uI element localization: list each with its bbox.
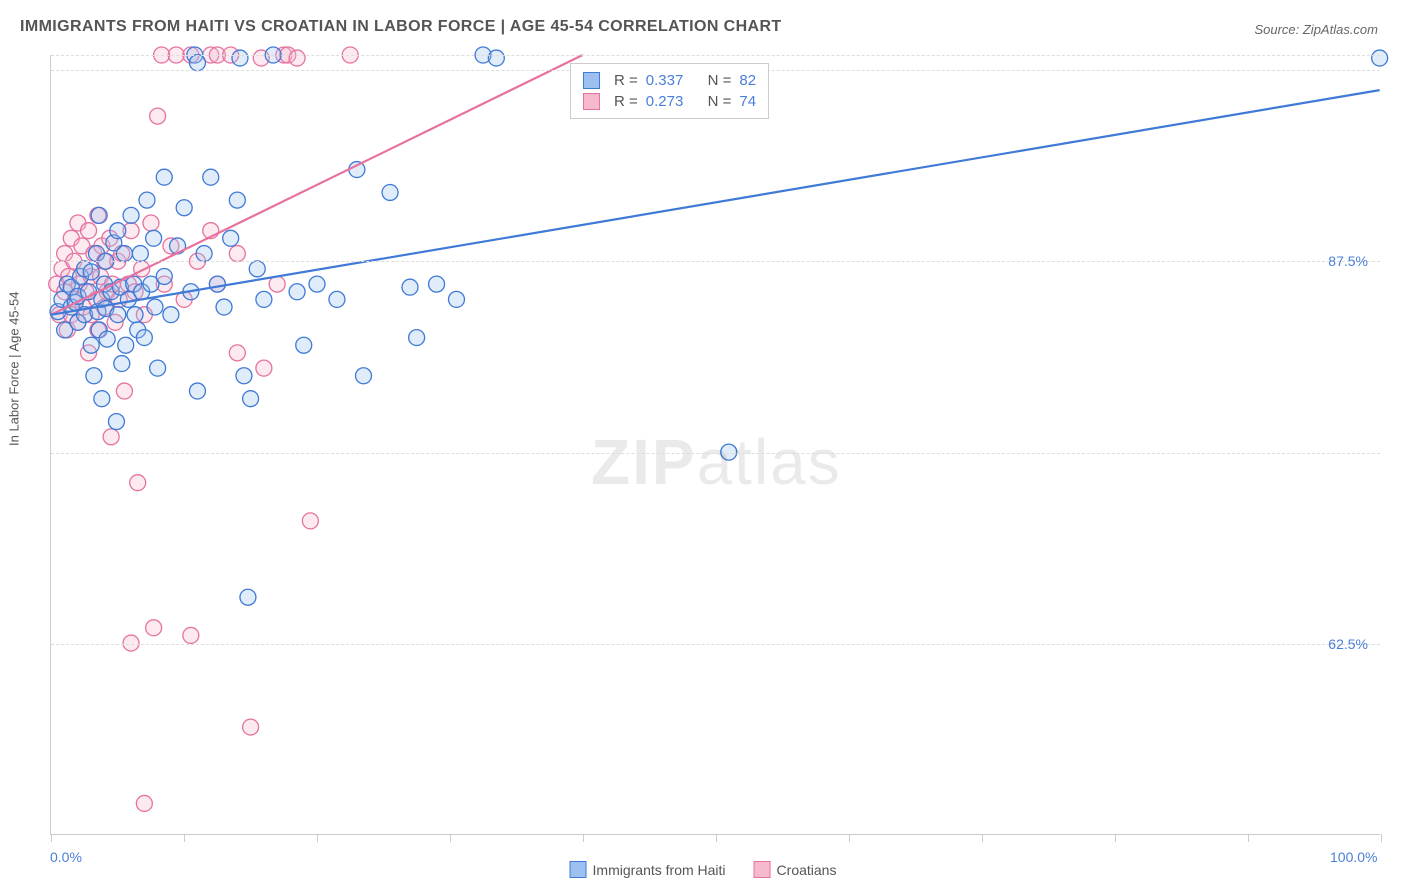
stats-n-croatians: 74 (739, 93, 756, 110)
y-axis-label: In Labor Force | Age 45-54 (7, 292, 22, 446)
stats-row-croatians: R = 0.273 N = 74 (583, 91, 756, 112)
legend-item-croatians: Croatians (754, 861, 837, 878)
legend-swatch-haiti (570, 861, 587, 878)
chart-title: IMMIGRANTS FROM HAITI VS CROATIAN IN LAB… (20, 18, 782, 36)
stats-n-label: N = (708, 93, 732, 110)
x-axis-max-label: 100.0% (1330, 849, 1377, 865)
gridline (51, 261, 1380, 262)
stats-box: R = 0.337 N = 82 R = 0.273 N = 74 (570, 63, 769, 119)
stats-n-label: N = (708, 72, 732, 89)
stats-row-haiti: R = 0.337 N = 82 (583, 70, 756, 91)
gridline (51, 453, 1380, 454)
gridline (51, 644, 1380, 645)
legend-swatch-croatians (754, 861, 771, 878)
source-label: Source: (1254, 22, 1302, 37)
x-tick (51, 834, 52, 842)
stats-swatch-haiti (583, 72, 600, 89)
x-axis-min-label: 0.0% (50, 849, 82, 865)
x-tick (716, 834, 717, 842)
x-tick (1115, 834, 1116, 842)
stats-swatch-croatians (583, 93, 600, 110)
scatter-svg (51, 55, 1380, 834)
x-tick (1381, 834, 1382, 842)
x-tick (184, 834, 185, 842)
x-tick (982, 834, 983, 842)
x-tick (849, 834, 850, 842)
y-tick-label: 87.5% (1328, 253, 1368, 269)
x-tick (583, 834, 584, 842)
legend: Immigrants from Haiti Croatians (570, 861, 837, 878)
stats-r-haiti: 0.337 (646, 72, 684, 89)
stats-r-label: R = (614, 93, 638, 110)
gridline (51, 55, 1380, 56)
legend-item-haiti: Immigrants from Haiti (570, 861, 726, 878)
stats-r-label: R = (614, 72, 638, 89)
y-tick-label: 62.5% (1328, 636, 1368, 652)
stats-n-haiti: 82 (739, 72, 756, 89)
x-tick (450, 834, 451, 842)
x-tick (1248, 834, 1249, 842)
legend-label-croatians: Croatians (777, 862, 837, 878)
legend-label-haiti: Immigrants from Haiti (593, 862, 726, 878)
source-value: ZipAtlas.com (1303, 22, 1378, 37)
scatter-plot-area: ZIPatlas 62.5%87.5% (50, 55, 1380, 835)
stats-r-croatians: 0.273 (646, 93, 684, 110)
x-tick (317, 834, 318, 842)
source-attribution: Source: ZipAtlas.com (1254, 22, 1378, 37)
